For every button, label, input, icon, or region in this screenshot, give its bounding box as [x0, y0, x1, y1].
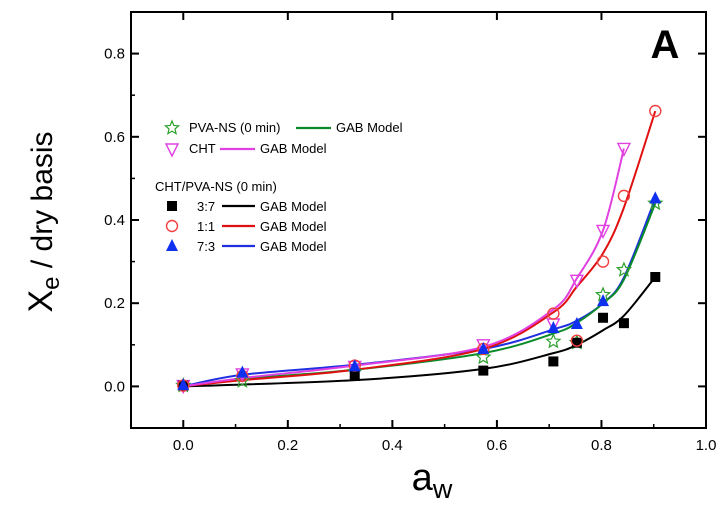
data-point — [476, 339, 491, 354]
x-tick-label: 0.4 — [382, 437, 403, 454]
data-point — [570, 317, 583, 329]
legend-label: 1:1 — [197, 219, 215, 234]
gab-model-line — [183, 276, 657, 388]
legend-label: 3:7 — [197, 199, 215, 214]
y-axis-title-main: X — [22, 290, 60, 313]
x-tick-label: 0.0 — [173, 437, 194, 454]
data-point — [647, 194, 664, 211]
data-point — [598, 312, 609, 323]
legend-marker — [165, 219, 179, 233]
x-tick-label: 0.6 — [486, 437, 507, 454]
data-point — [649, 191, 662, 204]
data-point — [548, 356, 559, 367]
data-point — [236, 365, 249, 378]
legend-model-label: GAB Model — [260, 199, 327, 214]
data-point — [569, 274, 585, 289]
y-axis-title: Xe / dry basis — [22, 131, 65, 312]
data-point — [596, 255, 610, 268]
gab-model-line — [183, 110, 657, 388]
y-tick-label: 0.6 — [104, 129, 125, 146]
legend-model-label: GAB Model — [336, 120, 403, 135]
legend-marker — [164, 143, 180, 158]
y-axis: 0.0 0.2 0.4 0.6 0.8 — [104, 11, 706, 429]
legend-marker — [166, 239, 178, 251]
data-point — [547, 307, 560, 320]
y-tick-label: 0.4 — [104, 212, 125, 229]
x-tick-label: 1.0 — [696, 437, 717, 454]
y-tick-label: 0.0 — [104, 378, 125, 395]
data-point — [595, 224, 611, 239]
legend-group-title: CHT/PVA-NS (0 min) — [155, 179, 277, 194]
y-axis-title-subscript: e — [38, 277, 65, 290]
data-point — [617, 189, 631, 203]
panel-label: A — [651, 23, 680, 67]
data-point — [545, 332, 562, 349]
data-point — [597, 294, 610, 307]
data-point — [478, 365, 489, 376]
x-tick-label: 0.2 — [277, 437, 298, 454]
gab-model-lines — [183, 110, 657, 388]
data-point — [649, 104, 662, 118]
legend-marker — [163, 119, 181, 135]
data-point — [570, 334, 584, 347]
x-axis-title: aw — [412, 457, 453, 504]
legend-model-label: GAB Model — [260, 219, 327, 234]
data-point — [177, 378, 190, 391]
data-point — [475, 348, 492, 365]
data-markers — [175, 104, 664, 395]
x-axis-title-subscript: w — [432, 474, 453, 504]
legend-label: PVA-NS (0 min) — [189, 120, 281, 135]
legend-model-label: GAB Model — [260, 141, 327, 156]
data-point — [477, 341, 490, 354]
x-axis-title-main: a — [412, 457, 434, 499]
data-point — [615, 261, 633, 277]
data-point — [650, 271, 661, 282]
gab-model-line — [183, 202, 657, 388]
y-axis-title-rest: / dry basis — [26, 131, 59, 276]
data-point — [348, 359, 361, 372]
x-tick-label: 0.8 — [591, 437, 612, 454]
data-point — [571, 337, 582, 348]
legend-model-label: GAB Model — [260, 239, 327, 254]
data-point — [547, 321, 560, 334]
data-point — [616, 142, 632, 158]
legend-label: CHT — [189, 141, 216, 156]
data-point — [349, 371, 360, 381]
x-axis: 0.0 0.2 0.4 0.6 0.8 1.0 — [130, 12, 717, 454]
legend-marker — [167, 201, 177, 211]
y-tick-label: 0.8 — [104, 46, 125, 63]
data-point — [618, 318, 629, 329]
y-tick-label: 0.2 — [104, 295, 125, 312]
gab-model-line — [183, 148, 625, 388]
legend-label: 7:3 — [197, 239, 215, 254]
legend: PVA-NS (0 min) GAB Model CHT GAB Model CHT/P… — [155, 119, 403, 254]
